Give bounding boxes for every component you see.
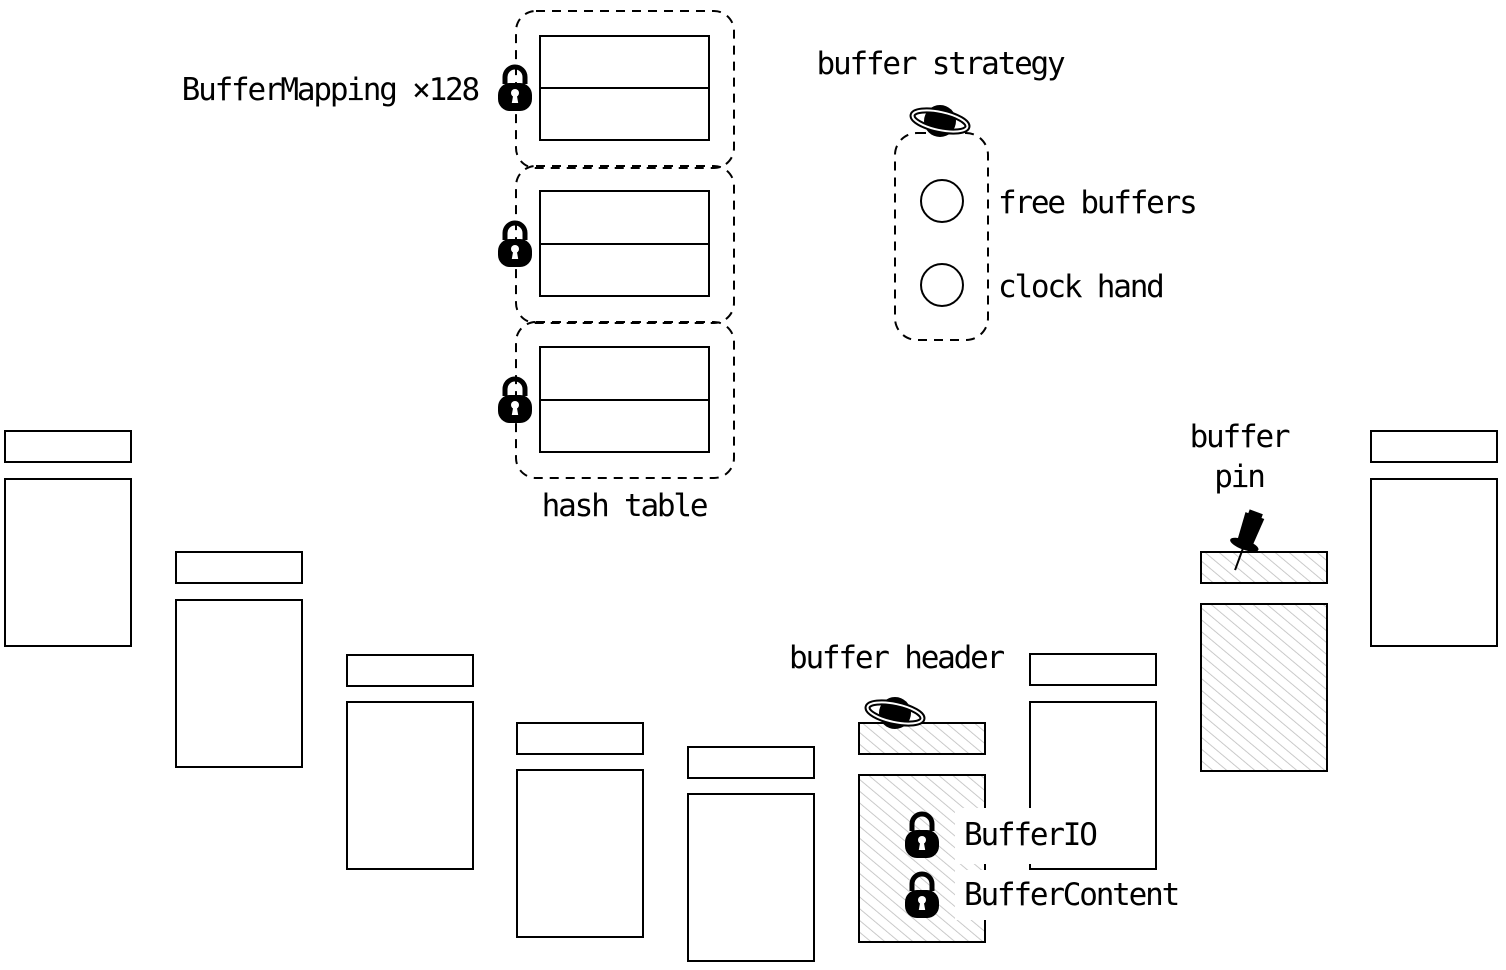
buffer-locks: BufferIO BufferContent [905, 808, 1180, 920]
buffer [175, 551, 303, 768]
free-buffers-circle [920, 179, 964, 223]
buffer-header-box [687, 746, 815, 779]
buffer-pin-label-line2: pin [1214, 459, 1263, 495]
buffer-header-box [346, 654, 474, 687]
buffer-pin-annotation: buffer pin [1190, 419, 1292, 571]
buffer-header-box [1200, 551, 1328, 584]
buffer-header-box [1029, 653, 1157, 686]
buffer-header-annotation: buffer header [789, 640, 1007, 729]
buffer [1370, 430, 1498, 647]
buffer-header-box [516, 722, 644, 755]
buffer-header-box [1370, 430, 1498, 463]
buffer-page [4, 478, 132, 647]
hash-partition [515, 165, 735, 324]
lock-icon [498, 379, 532, 423]
buffer-page [1200, 603, 1328, 772]
buffer-header-label: buffer header [789, 640, 1005, 676]
buffer-page [175, 599, 303, 768]
buffer-io-label: BufferIO [964, 817, 1096, 853]
pushpin-icon [1230, 509, 1265, 571]
hash-table: BufferMapping ×128 hash table [182, 10, 735, 524]
hash-table-label: hash table [542, 488, 707, 524]
free-buffers-label: free buffers [998, 185, 1196, 221]
buffer-page [687, 793, 815, 962]
buffer-page [516, 769, 644, 938]
hash-partition [515, 10, 735, 169]
buffer-pin-label-line1: buffer [1190, 419, 1290, 455]
clock-hand-circle [920, 263, 964, 307]
buffer-header-box [175, 551, 303, 584]
buffer-strategy: buffer strategy free buffers clock hand [817, 46, 1198, 341]
buffer-header-box [858, 722, 986, 755]
buffer-page [1370, 478, 1498, 647]
buffer [516, 722, 644, 938]
hash-partition [515, 321, 735, 479]
buffer-mapping-label: BufferMapping ×128 [182, 72, 479, 108]
buffer-strategy-label: buffer strategy [817, 46, 1065, 82]
buffer-pool [4, 430, 1498, 962]
buffer-content-label: BufferContent [964, 877, 1178, 913]
buffer-pinned [1200, 551, 1328, 772]
buffer [687, 746, 815, 962]
buffer-header-box [4, 430, 132, 463]
buffer [346, 654, 474, 870]
buffer [4, 430, 132, 647]
buffer-page [346, 701, 474, 870]
clock-hand-label: clock hand [998, 269, 1163, 305]
